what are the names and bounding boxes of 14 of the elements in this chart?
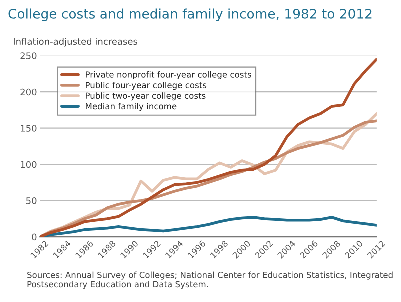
line-series: [40, 58, 377, 238]
y-axis-title: Inflation-adjusted increases: [14, 38, 138, 47]
source-note: Sources: Annual Survey of Colleges; National Center for Education Statistics, Integrated Postsecondary Education and Data System.: [28, 272, 393, 290]
y-tick-label: 150: [21, 125, 37, 132]
y-tick-label: 0: [32, 234, 37, 241]
chart-title: College costs and median family income, 1982 to 2012: [8, 8, 372, 22]
legend-label: Public four-year college costs: [86, 82, 207, 90]
y-tick-label: 50: [26, 198, 37, 204]
y-tick-label: 250: [20, 52, 37, 60]
legend-label: Private nonprofit four-year college costs: [86, 71, 252, 80]
y-tick-label: 200: [20, 88, 37, 96]
legend-label: Public two-year college costs: [86, 92, 206, 101]
y-tick-label: 100: [21, 161, 37, 168]
legend-label: Median family income: [86, 103, 177, 112]
